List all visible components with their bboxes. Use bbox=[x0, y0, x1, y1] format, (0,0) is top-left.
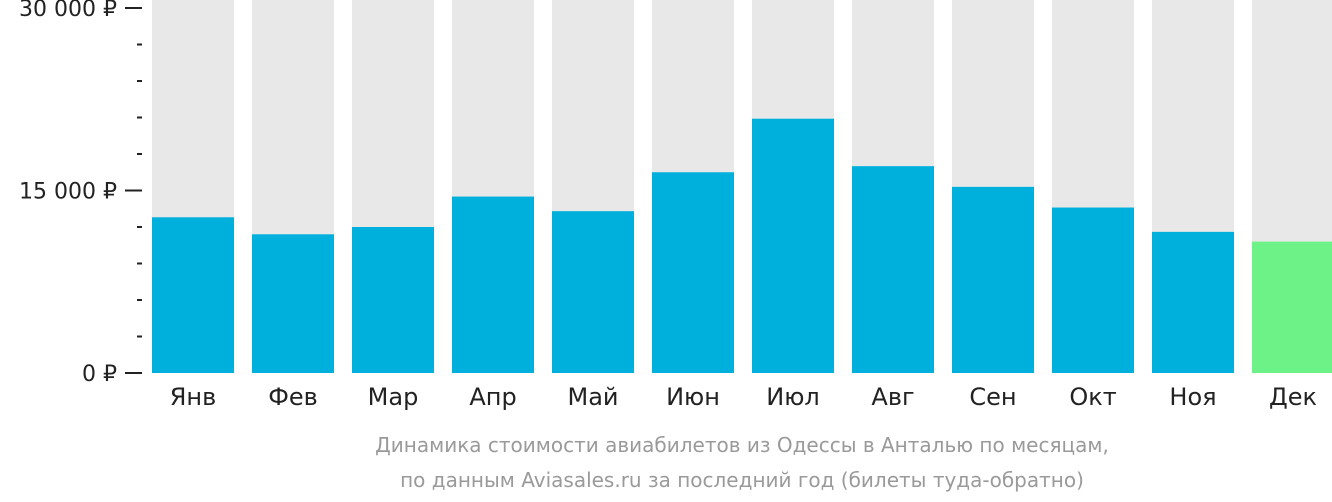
x-tick-label-0: Янв bbox=[170, 383, 217, 411]
x-tick-label-6: Июл bbox=[766, 383, 820, 411]
bar-10[interactable] bbox=[1152, 231, 1234, 373]
x-tick-label-1: Фев bbox=[268, 383, 318, 411]
bar-3[interactable] bbox=[452, 196, 534, 373]
bar-9[interactable] bbox=[1052, 207, 1134, 373]
caption-line-2: по данным Aviasales.ru за последний год … bbox=[400, 468, 1084, 492]
bar-6[interactable] bbox=[752, 118, 834, 373]
x-axis-labels: Янв Фев Мар Апр Май Июн Июл Авг Сен Окт Ноя Дек bbox=[170, 383, 1317, 411]
value-bars bbox=[152, 118, 1332, 373]
chart-caption: Динамика стоимости авиабилетов из Одессы… bbox=[375, 433, 1109, 492]
x-tick-label-9: Окт bbox=[1069, 383, 1116, 411]
bar-0[interactable] bbox=[152, 217, 234, 373]
x-tick-label-2: Мар bbox=[368, 383, 419, 411]
x-tick-label-7: Авг bbox=[871, 383, 914, 411]
bar-8[interactable] bbox=[952, 186, 1034, 373]
x-tick-label-10: Ноя bbox=[1169, 383, 1216, 411]
caption-line-1: Динамика стоимости авиабилетов из Одессы… bbox=[375, 433, 1109, 457]
bar-5[interactable] bbox=[652, 172, 734, 373]
bar-1[interactable] bbox=[252, 234, 334, 373]
x-tick-label-8: Сен bbox=[969, 383, 1016, 411]
y-axis: 0 ₽ 15 000 ₽ 30 000 ₽ bbox=[19, 0, 142, 387]
bar-2[interactable] bbox=[352, 227, 434, 373]
x-tick-label-3: Апр bbox=[469, 383, 516, 411]
x-tick-label-5: Июн bbox=[666, 383, 720, 411]
bar-7[interactable] bbox=[852, 166, 934, 373]
y-tick-label-0: 0 ₽ bbox=[82, 362, 117, 387]
bar-4[interactable] bbox=[552, 211, 634, 373]
x-tick-label-11: Дек bbox=[1269, 383, 1317, 411]
y-tick-label-2: 30 000 ₽ bbox=[19, 0, 117, 22]
bar-11[interactable] bbox=[1252, 241, 1332, 373]
x-tick-label-4: Май bbox=[567, 383, 618, 411]
y-tick-label-1: 15 000 ₽ bbox=[19, 180, 117, 205]
